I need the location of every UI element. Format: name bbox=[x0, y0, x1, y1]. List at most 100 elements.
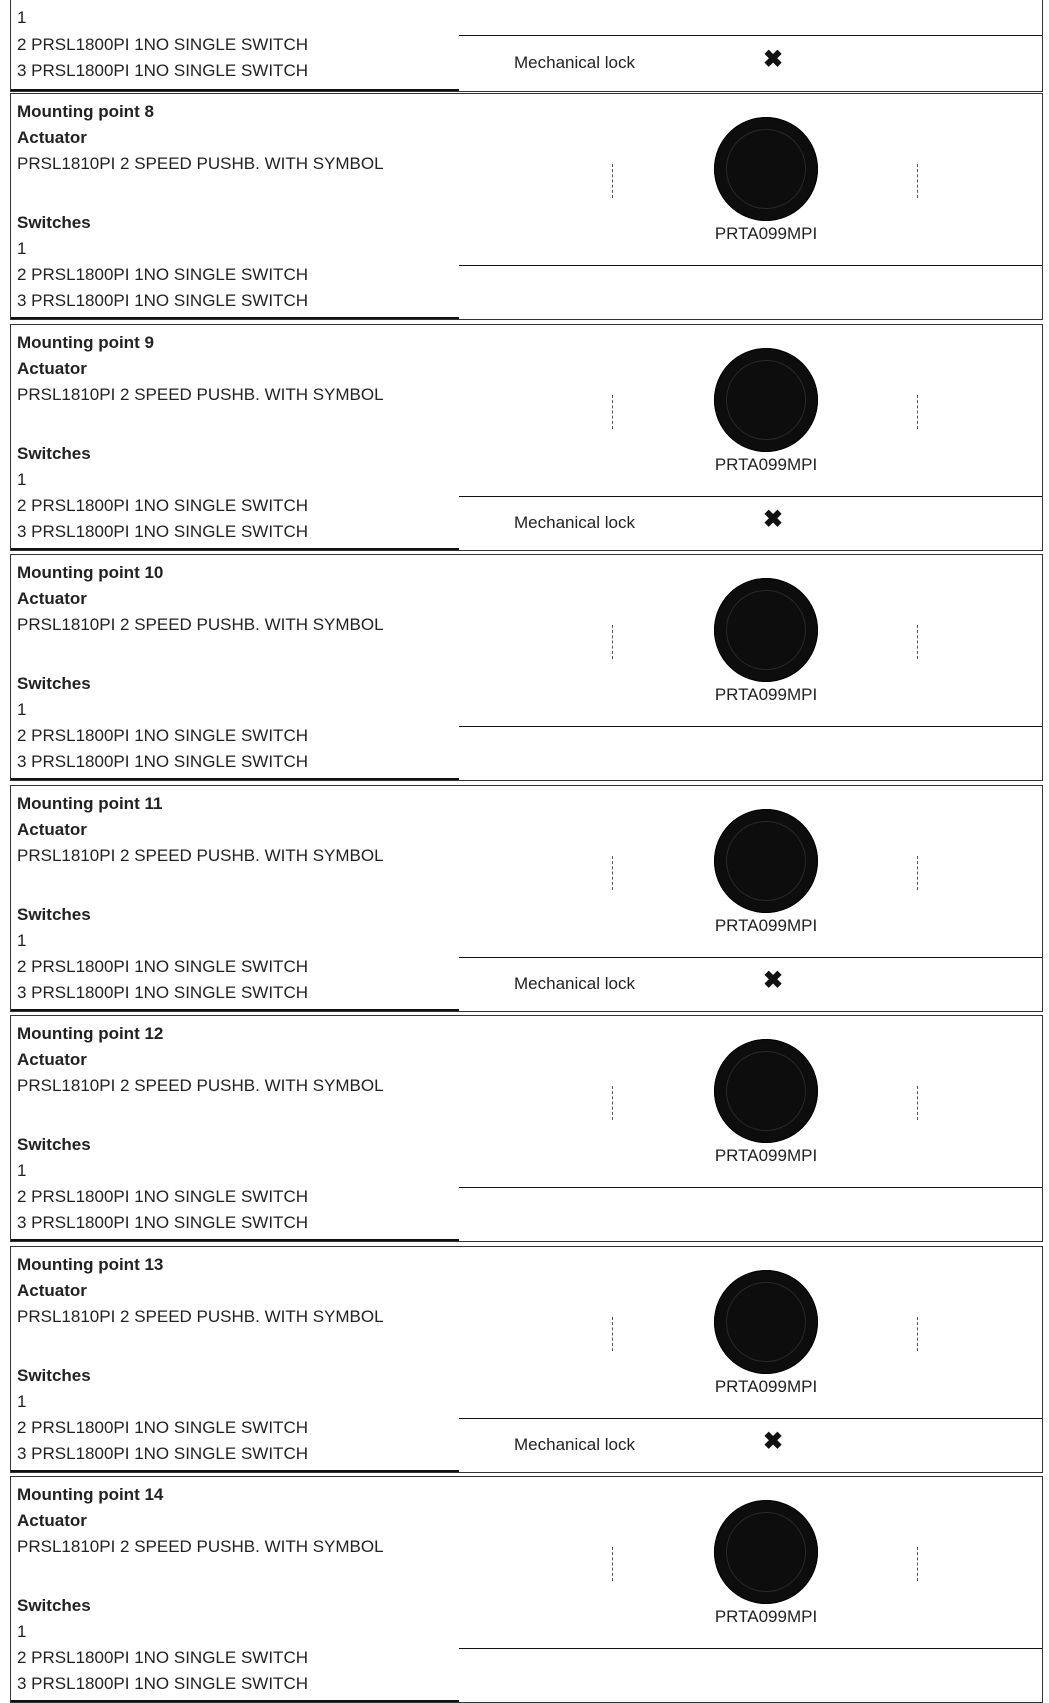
mechanical-lock-label: Mechanical lock bbox=[514, 1435, 635, 1454]
part-number: PRTA099MPI bbox=[714, 1377, 818, 1396]
mechanical-lock-x-icon: ✖ bbox=[763, 46, 784, 73]
mounting-point-title: Mounting point 8 bbox=[17, 102, 154, 121]
mechanical-lock-x-icon: ✖ bbox=[763, 506, 784, 533]
switch-2: 2 PRSL1800PI 1NO SINGLE SWITCH bbox=[17, 726, 308, 745]
part-number: PRTA099MPI bbox=[714, 224, 818, 243]
left-underline bbox=[11, 778, 459, 780]
actuator-value: PRSL1810PI 2 SPEED PUSHB. WITH SYMBOL bbox=[17, 615, 384, 634]
switch-3: 3 PRSL1800PI 1NO SINGLE SWITCH bbox=[17, 1213, 308, 1232]
left-tick-mark bbox=[612, 1547, 613, 1581]
mounting-point-block: Mounting point 9 Actuator PRSL1810PI 2 SPE… bbox=[10, 324, 1043, 551]
part-number: PRTA099MPI bbox=[714, 685, 818, 704]
switch-2: 2 PRSL1800PI 1NO SINGLE SWITCH bbox=[17, 496, 308, 515]
actuator-heading: Actuator bbox=[17, 1050, 87, 1069]
actuator-heading: Actuator bbox=[17, 589, 87, 608]
separator bbox=[459, 496, 1042, 497]
mounting-point-block: Mounting point 11 Actuator PRSL1810PI 2 SP… bbox=[10, 785, 1043, 1012]
left-underline bbox=[11, 1009, 459, 1011]
switch-1: 1 bbox=[17, 1622, 27, 1641]
switches-heading: Switches bbox=[17, 1366, 91, 1385]
mounting-point-title: Mounting point 13 bbox=[17, 1255, 164, 1274]
switch-1: 1 bbox=[17, 239, 27, 258]
switches-heading: Switches bbox=[17, 444, 91, 463]
left-underline bbox=[11, 89, 459, 91]
mounting-point-title: Mounting point 10 bbox=[17, 563, 164, 582]
mounting-point-title: Mounting point 11 bbox=[17, 794, 163, 813]
left-tick-mark bbox=[612, 625, 613, 659]
actuator-heading: Actuator bbox=[17, 128, 87, 147]
left-underline bbox=[11, 548, 459, 550]
actuator-value: PRSL1810PI 2 SPEED PUSHB. WITH SYMBOL bbox=[17, 154, 384, 173]
actuator-heading: Actuator bbox=[17, 359, 87, 378]
separator bbox=[459, 1418, 1042, 1419]
part-number: PRTA099MPI bbox=[714, 1146, 818, 1165]
mounting-point-title: Mounting point 12 bbox=[17, 1024, 164, 1043]
knob-icon bbox=[714, 809, 818, 913]
actuator-value: PRSL1810PI 2 SPEED PUSHB. WITH SYMBOL bbox=[17, 1307, 384, 1326]
switch-1: 1 bbox=[17, 8, 27, 27]
actuator-heading: Actuator bbox=[17, 1281, 87, 1300]
switch-1: 1 bbox=[17, 470, 27, 489]
switch-2: 2 PRSL1800PI 1NO SINGLE SWITCH bbox=[17, 957, 308, 976]
switches-heading: Switches bbox=[17, 1135, 91, 1154]
left-tick-mark bbox=[612, 395, 613, 429]
left-underline bbox=[11, 1239, 459, 1241]
switch-1: 1 bbox=[17, 700, 27, 719]
mounting-point-block: Mounting point 12 Actuator PRSL1810PI 2 SP… bbox=[10, 1015, 1043, 1242]
mechanical-lock-label: Mechanical lock bbox=[514, 53, 635, 72]
right-tick-mark bbox=[917, 625, 918, 659]
switch-3: 3 PRSL1800PI 1NO SINGLE SWITCH bbox=[17, 522, 308, 541]
knob-icon bbox=[714, 348, 818, 452]
separator bbox=[459, 1648, 1042, 1649]
left-tick-mark bbox=[612, 856, 613, 890]
knob-icon bbox=[714, 578, 818, 682]
mechanical-lock-x-icon: ✖ bbox=[763, 1428, 784, 1455]
switch-3: 3 PRSL1800PI 1NO SINGLE SWITCH bbox=[17, 1674, 308, 1693]
switches-heading: Switches bbox=[17, 213, 91, 232]
mechanical-lock-label: Mechanical lock bbox=[514, 974, 635, 993]
right-tick-mark bbox=[917, 1317, 918, 1351]
actuator-value: PRSL1810PI 2 SPEED PUSHB. WITH SYMBOL bbox=[17, 385, 384, 404]
switch-2: 2 PRSL1800PI 1NO SINGLE SWITCH bbox=[17, 35, 308, 54]
mounting-point-7-fragment: 1 2 PRSL1800PI 1NO SINGLE SWITCH 3 PRSL1… bbox=[10, 0, 1043, 92]
knob-icon bbox=[714, 117, 818, 221]
switch-2: 2 PRSL1800PI 1NO SINGLE SWITCH bbox=[17, 265, 308, 284]
actuator-heading: Actuator bbox=[17, 820, 87, 839]
left-underline bbox=[11, 317, 459, 319]
actuator-value: PRSL1810PI 2 SPEED PUSHB. WITH SYMBOL bbox=[17, 1537, 384, 1556]
switch-2: 2 PRSL1800PI 1NO SINGLE SWITCH bbox=[17, 1187, 308, 1206]
left-underline bbox=[11, 1700, 459, 1702]
mounting-point-block: Mounting point 8 Actuator PRSL1810PI 2 SPE… bbox=[10, 93, 1043, 320]
separator bbox=[459, 265, 1042, 266]
part-number: PRTA099MPI bbox=[714, 455, 818, 474]
mounting-point-block: Mounting point 14 Actuator PRSL1810PI 2 SP… bbox=[10, 1476, 1043, 1703]
separator bbox=[459, 1187, 1042, 1188]
part-number: PRTA099MPI bbox=[714, 1607, 818, 1626]
switches-heading: Switches bbox=[17, 674, 91, 693]
switch-1: 1 bbox=[17, 1161, 27, 1180]
left-underline bbox=[11, 1470, 459, 1472]
actuator-value: PRSL1810PI 2 SPEED PUSHB. WITH SYMBOL bbox=[17, 846, 384, 865]
switch-3: 3 PRSL1800PI 1NO SINGLE SWITCH bbox=[17, 1444, 308, 1463]
right-tick-mark bbox=[917, 1086, 918, 1120]
knob-icon bbox=[714, 1500, 818, 1604]
actuator-value: PRSL1810PI 2 SPEED PUSHB. WITH SYMBOL bbox=[17, 1076, 384, 1095]
knob-icon bbox=[714, 1039, 818, 1143]
mounting-point-title: Mounting point 14 bbox=[17, 1485, 164, 1504]
switches-heading: Switches bbox=[17, 905, 91, 924]
mounting-point-title: Mounting point 9 bbox=[17, 333, 154, 352]
switch-1: 1 bbox=[17, 931, 27, 950]
switch-2: 2 PRSL1800PI 1NO SINGLE SWITCH bbox=[17, 1418, 308, 1437]
right-tick-mark bbox=[917, 395, 918, 429]
right-tick-mark bbox=[917, 1547, 918, 1581]
switch-2: 2 PRSL1800PI 1NO SINGLE SWITCH bbox=[17, 1648, 308, 1667]
switch-1: 1 bbox=[17, 1392, 27, 1411]
left-tick-mark bbox=[612, 164, 613, 198]
mounting-point-block: Mounting point 13 Actuator PRSL1810PI 2 SP… bbox=[10, 1246, 1043, 1473]
separator bbox=[459, 35, 1042, 36]
switch-3: 3 PRSL1800PI 1NO SINGLE SWITCH bbox=[17, 291, 308, 310]
mechanical-lock-label: Mechanical lock bbox=[514, 513, 635, 532]
right-tick-mark bbox=[917, 164, 918, 198]
separator bbox=[459, 726, 1042, 727]
part-number: PRTA099MPI bbox=[714, 916, 818, 935]
